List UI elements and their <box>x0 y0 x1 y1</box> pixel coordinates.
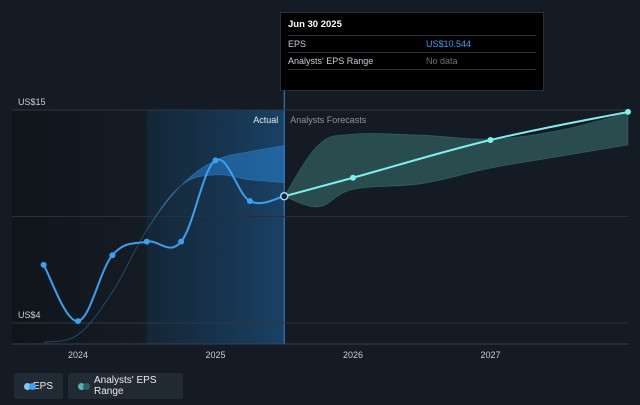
hover-tooltip: Jun 30 2025 EPS US$10.544 Analysts' EPS … <box>280 12 544 91</box>
eps-legend-icon <box>24 382 36 390</box>
analyst-range-forecast-band <box>283 112 629 208</box>
eps-point <box>212 157 219 164</box>
y-tick-label: US$15 <box>18 97 46 107</box>
eps-forecast-point <box>350 174 356 181</box>
tooltip-value: No data <box>426 56 458 66</box>
tooltip-row-eps: EPS US$10.544 <box>288 35 536 52</box>
highlight-region <box>146 110 285 344</box>
legend-label: EPS <box>32 380 53 392</box>
analyst-range-past-band <box>43 145 285 343</box>
legend-label: Analysts' EPS Range <box>94 375 157 397</box>
tooltip-label: EPS <box>288 39 307 49</box>
legend-analyst-range-button[interactable]: Analysts' EPS Range <box>68 373 183 399</box>
eps-point <box>246 198 253 205</box>
eps-point <box>109 252 116 259</box>
x-tick-label: 2025 <box>205 350 225 360</box>
legend-eps-button[interactable]: EPS <box>14 373 63 399</box>
eps-point <box>40 261 47 268</box>
tooltip-date: Jun 30 2025 <box>288 19 342 30</box>
range-legend-icon <box>78 382 90 390</box>
eps-forecast-line <box>283 110 629 198</box>
eps-point <box>75 318 81 325</box>
x-tick-label: 2027 <box>480 350 500 360</box>
y-tick-label: US$4 <box>18 310 41 320</box>
eps-point <box>178 238 185 245</box>
tooltip-label: Analysts' EPS Range <box>288 56 374 66</box>
actual-label: Actual <box>253 115 278 125</box>
x-tick-label: 2026 <box>343 350 363 360</box>
tooltip-value: US$10.544 <box>426 39 472 49</box>
x-tick-label: 2024 <box>68 350 88 360</box>
tooltip-row-range: Analysts' EPS Range No data <box>288 52 536 70</box>
eps-forecast-point <box>487 137 494 144</box>
eps-point <box>280 192 289 201</box>
forecast-label: Analysts Forecasts <box>290 115 367 125</box>
eps-point <box>143 238 150 245</box>
eps-forecast-point <box>625 108 631 115</box>
